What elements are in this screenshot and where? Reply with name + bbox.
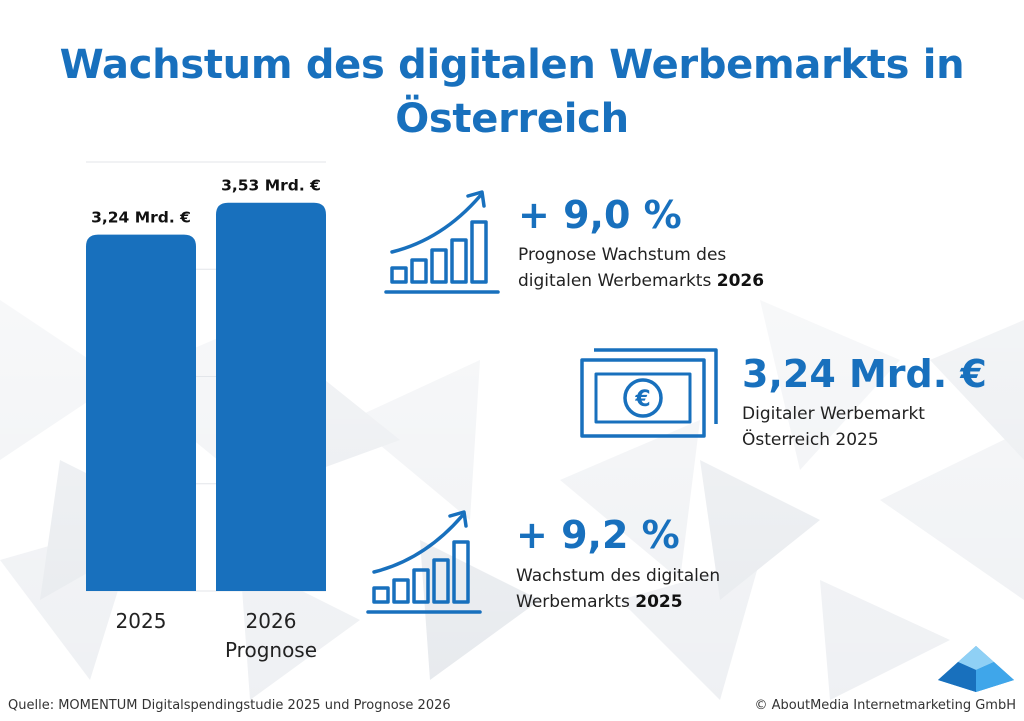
growth-chart-icon [384,190,500,294]
aboutmedia-logo [938,646,1014,692]
category-label-2026: 2026 [246,609,297,633]
stat-growth-2025-desc-line1: Wachstum des digitalen [516,566,721,586]
euro-banknote-icon: € [580,348,718,438]
stat-growth-2026-desc: Prognose Wachstum des digitalen Werbemar… [518,242,764,294]
stat-growth-2026-value: + 9,0 % [518,193,682,237]
bar-value-label-2025: 3,24 Mrd. € [91,209,191,227]
growth-chart-icon [366,510,482,614]
stat-growth-2025-desc-line2: Werbemarkts 2025 [516,592,683,612]
stat-growth-2025-value: + 9,2 % [516,513,680,557]
copyright-note: © AboutMedia Internetmarketing GmbH [754,698,1017,713]
stat-market-2025-desc-line2: Österreich 2025 [742,430,879,450]
stat-growth-2026-desc-line2: digitalen Werbemarkts 2026 [518,271,765,291]
stat-market-2025-value: 3,24 Mrd. € [742,352,987,396]
page-title: Wachstum des digitalen Werbemarkts in Ös… [59,42,965,142]
stat-growth-2025-desc: Wachstum des digitalen Werbemarkts 2025 [516,563,720,615]
stat-growth-2026-desc-line1: Prognose Wachstum des [518,245,727,265]
stat-market-2025-desc-line1: Digitaler Werbemarkt [742,404,925,424]
stat-market-2025-desc: Digitaler Werbemarkt Österreich 2025 [742,401,925,453]
category-label-2025: 2025 [116,609,167,633]
category-sublabel-2026: Prognose [225,638,317,662]
source-note: Quelle: MOMENTUM Digitalspendingstudie 2… [8,698,451,713]
bar-2025 [86,234,196,591]
svg-text:€: € [634,387,650,412]
bar-value-label-2026: 3,53 Mrd. € [221,177,321,195]
bar-2026 [216,202,326,591]
